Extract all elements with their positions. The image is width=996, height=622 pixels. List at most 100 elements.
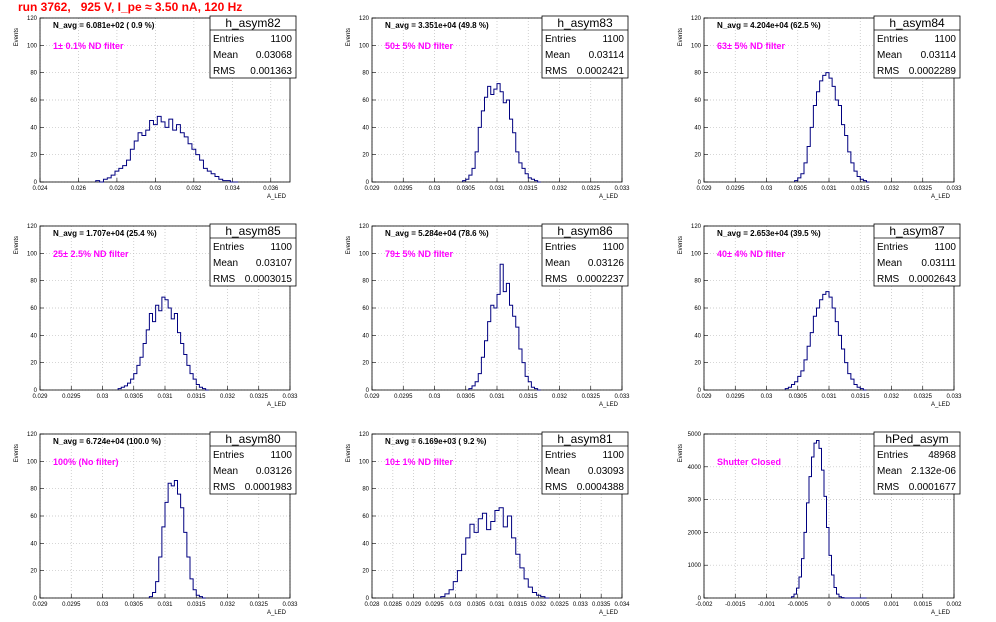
y-tick-label: 20 xyxy=(30,569,37,575)
histogram-name: hPed_asym xyxy=(885,432,948,446)
y-tick-label: 60 xyxy=(30,514,37,520)
y-tick-label: 3000 xyxy=(688,498,702,504)
x-tick-label: 0.033 xyxy=(614,186,630,192)
histogram-panel-h_asym82: 0.024 0.026 0.028 0.03 0.032 0.034 0.036 0 20 40 6… xyxy=(14,15,297,200)
stat-key-entries: Entries xyxy=(877,450,908,461)
y-tick-label: 80 xyxy=(362,71,369,77)
x-tick-label: 0.0325 xyxy=(582,394,601,400)
x-axis-label: A_LED xyxy=(599,402,619,408)
y-tick-label: 120 xyxy=(359,224,370,230)
y-tick-label: 80 xyxy=(362,279,369,285)
y-tick-label: 40 xyxy=(30,333,37,339)
stat-key-rms: RMS xyxy=(877,274,900,285)
stat-value-rms: 0.0004388 xyxy=(577,482,625,493)
histogram-series xyxy=(794,72,870,183)
y-tick-label: 20 xyxy=(694,361,701,367)
y-tick-label: 80 xyxy=(30,487,37,493)
stat-value-mean: 0.03114 xyxy=(921,50,957,61)
histogram-panel-h_asym87: 0.029 0.0295 0.03 0.0305 0.031 0.0315 0.032 0.0… xyxy=(678,223,962,408)
stat-key-entries: Entries xyxy=(877,34,908,45)
y-tick-label: 80 xyxy=(30,71,37,77)
x-tick-label: 0.03 xyxy=(150,186,162,192)
x-tick-label: 0.032 xyxy=(552,186,568,192)
y-tick-label: 0 xyxy=(698,596,702,602)
stats-box xyxy=(541,15,629,79)
x-tick-label: 0.03 xyxy=(429,186,441,192)
histogram-name: h_asym81 xyxy=(557,432,613,446)
stat-value-rms: 0.0002421 xyxy=(577,66,625,77)
y-tick-label: 20 xyxy=(362,361,369,367)
y-axis-label: Events xyxy=(14,236,20,254)
y-tick-label: 100 xyxy=(359,459,370,465)
filter-annotation: 79± 5% ND filter xyxy=(385,249,453,259)
filter-annotation: 63± 5% ND filter xyxy=(717,41,785,51)
stat-value-entries: 1100 xyxy=(934,34,956,45)
x-tick-label: 0.032 xyxy=(220,394,236,400)
x-axis-label: A_LED xyxy=(931,194,951,200)
stat-value-entries: 1100 xyxy=(270,242,292,253)
x-tick-label: -0.0015 xyxy=(725,602,746,608)
x-tick-label: 0.0325 xyxy=(914,394,933,400)
stats-box xyxy=(209,431,297,495)
stats-box xyxy=(873,223,961,287)
x-tick-label: 0.0325 xyxy=(250,394,269,400)
stat-key-entries: Entries xyxy=(213,34,244,45)
y-tick-label: 1000 xyxy=(688,563,702,569)
filter-annotation: 40± 4% ND filter xyxy=(717,249,785,259)
y-tick-label: 100 xyxy=(27,459,38,465)
stat-key-mean: Mean xyxy=(877,466,902,477)
y-tick-label: 60 xyxy=(362,98,369,104)
histogram-panel-h_asym83: 0.029 0.0295 0.03 0.0305 0.031 0.0315 0.032 0.0… xyxy=(346,15,630,200)
y-tick-label: 120 xyxy=(27,16,38,22)
x-tick-label: 0.0305 xyxy=(467,602,486,608)
y-tick-label: 120 xyxy=(359,16,370,22)
stat-key-mean: Mean xyxy=(545,258,570,269)
x-tick-label: 0.033 xyxy=(614,394,630,400)
stat-value-rms: 0.0003015 xyxy=(245,274,293,285)
y-tick-label: 60 xyxy=(30,306,37,312)
x-tick-label: 0.028 xyxy=(109,186,125,192)
stat-key-rms: RMS xyxy=(545,482,568,493)
x-tick-label: 0.0325 xyxy=(550,602,569,608)
y-tick-label: 60 xyxy=(694,98,701,104)
y-tick-label: 120 xyxy=(691,224,702,230)
stat-value-rms: 0.0001677 xyxy=(909,482,957,493)
stat-key-entries: Entries xyxy=(545,450,576,461)
histogram-panel-h_asym86: 0.029 0.0295 0.03 0.0305 0.031 0.0315 0.032 0.0… xyxy=(346,223,630,408)
histogram-name: h_asym85 xyxy=(225,224,281,238)
x-tick-label: 0.033 xyxy=(282,602,298,608)
y-tick-label: 40 xyxy=(362,125,369,131)
x-tick-label: 0.029 xyxy=(32,602,48,608)
x-axis-label: A_LED xyxy=(931,610,951,616)
y-tick-label: 80 xyxy=(362,487,369,493)
x-tick-label: 0.032 xyxy=(552,394,568,400)
x-tick-label: 0.0325 xyxy=(250,602,269,608)
x-tick-label: 0.033 xyxy=(946,394,962,400)
y-tick-label: 80 xyxy=(694,71,701,77)
y-tick-label: 80 xyxy=(694,279,701,285)
x-tick-label: 0.0315 xyxy=(519,186,538,192)
y-axis-label: Events xyxy=(346,28,352,46)
y-tick-label: 120 xyxy=(27,224,38,230)
stat-value-rms: 0.0001983 xyxy=(245,482,293,493)
x-tick-label: 0.0335 xyxy=(592,602,611,608)
x-tick-label: 0.0305 xyxy=(125,394,144,400)
x-tick-label: 0.001 xyxy=(884,602,900,608)
stat-key-rms: RMS xyxy=(213,274,236,285)
x-axis-label: A_LED xyxy=(931,402,951,408)
histogram-name: h_asym86 xyxy=(557,224,613,238)
histogram-panel-h_asym85: 0.029 0.0295 0.03 0.0305 0.031 0.0315 0.032 0.0… xyxy=(14,223,298,408)
x-tick-label: 0.031 xyxy=(489,602,505,608)
histogram-name: h_asym84 xyxy=(889,16,945,30)
x-tick-label: 0.0295 xyxy=(62,602,81,608)
y-tick-label: 40 xyxy=(362,333,369,339)
stats-box xyxy=(209,223,297,287)
n-avg-label: N_avg = 3.351e+04 (49.8 %) xyxy=(385,21,489,30)
y-tick-label: 120 xyxy=(359,432,370,438)
x-tick-label: 0.03 xyxy=(97,602,109,608)
stat-value-mean: 0.03126 xyxy=(588,258,625,269)
x-tick-label: 0.026 xyxy=(71,186,87,192)
x-tick-label: 0.0305 xyxy=(789,394,808,400)
y-axis-label: Events xyxy=(14,28,20,46)
x-tick-label: 0.0295 xyxy=(394,186,413,192)
